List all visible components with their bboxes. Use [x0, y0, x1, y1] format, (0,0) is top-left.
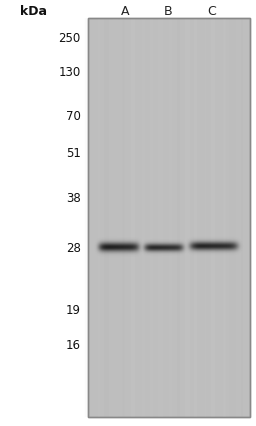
Text: kDa: kDa: [20, 6, 47, 18]
Text: 19: 19: [66, 304, 81, 317]
Text: 130: 130: [58, 66, 81, 79]
Text: 38: 38: [66, 192, 81, 204]
Bar: [88, 19, 250, 417]
Text: C: C: [207, 6, 216, 18]
Text: B: B: [163, 6, 172, 18]
Text: A: A: [121, 6, 130, 18]
Text: 16: 16: [66, 338, 81, 351]
Text: 250: 250: [58, 32, 81, 45]
Text: 51: 51: [66, 147, 81, 160]
Bar: [88, 19, 250, 417]
Text: 70: 70: [66, 109, 81, 122]
Text: 28: 28: [66, 242, 81, 254]
